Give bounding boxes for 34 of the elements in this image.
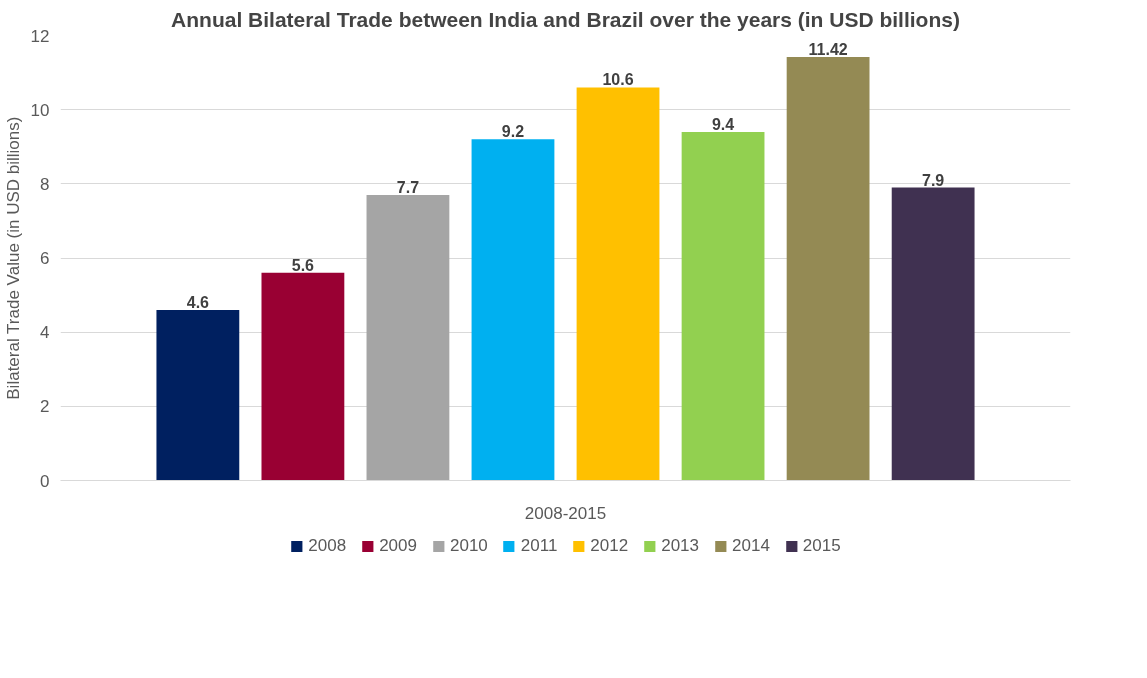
legend-label: 2013 [661, 536, 700, 556]
data-label: 10.6 [602, 71, 634, 89]
data-label: 11.42 [808, 41, 848, 59]
bar [156, 309, 240, 481]
bar [366, 194, 450, 481]
legend-label: 2012 [590, 536, 629, 556]
bar [261, 272, 345, 481]
x-tick-label: 2008-2015 [524, 503, 607, 523]
data-label: 4.6 [186, 293, 210, 311]
bar [681, 131, 765, 481]
legend-label: 2009 [379, 536, 417, 556]
data-label: 7.9 [922, 171, 945, 189]
bar [891, 187, 975, 481]
legend-label: 2008 [308, 536, 347, 556]
legend-label: 2014 [732, 536, 770, 556]
data-label: 7.7 [396, 178, 420, 196]
bar [786, 57, 870, 481]
legend-label: 2011 [520, 536, 558, 556]
data-label: 9.2 [501, 123, 525, 141]
y-tick-label: 0 [40, 471, 50, 491]
y-tick-label: 4 [40, 323, 50, 343]
bar [471, 139, 555, 481]
y-tick-label: 6 [40, 249, 50, 268]
y-tick-label: 10 [30, 100, 50, 120]
y-tick-label: 12 [30, 26, 50, 46]
data-label: 5.6 [291, 256, 315, 274]
bar [576, 87, 660, 481]
legend-label: 2010 [449, 536, 488, 556]
data-label: 9.4 [711, 115, 735, 133]
y-tick-label: 2 [40, 397, 50, 417]
legend-label: 2015 [802, 536, 841, 556]
y-axis-title: Bilateral Trade Value (in USD billions) [3, 116, 23, 400]
chart-title: Annual Bilateral Trade between India and Brazil over the years (in USD billions) [171, 7, 960, 31]
y-tick-label: 8 [40, 174, 50, 194]
